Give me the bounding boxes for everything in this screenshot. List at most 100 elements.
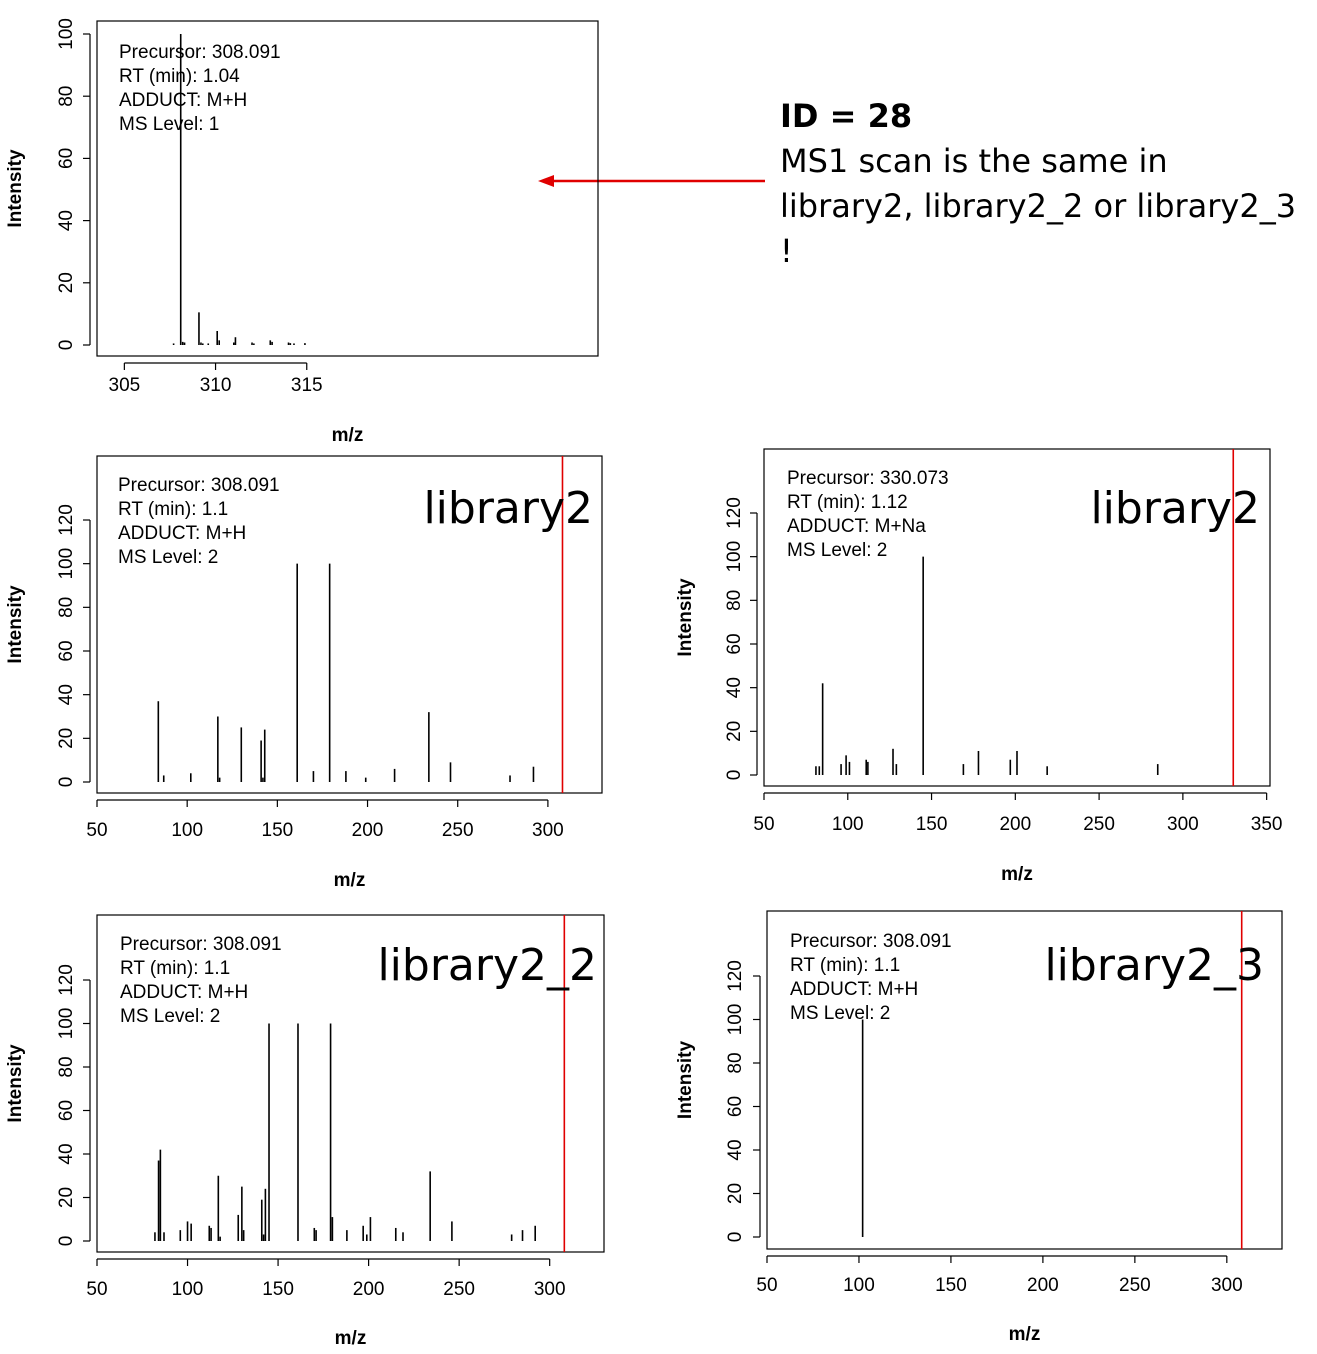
x-axis-label: m/z: [334, 870, 366, 891]
spectrum-info-line: RT (min): 1.1: [120, 958, 230, 979]
spectrum-info-line: MS Level: 1: [119, 114, 219, 135]
y-tick-label: 80: [56, 597, 77, 618]
x-tick-label: 305: [109, 375, 141, 396]
annotation-title: ID = 28: [780, 97, 913, 135]
x-tick-label: 300: [1211, 1275, 1243, 1296]
x-tick-label: 250: [1119, 1275, 1151, 1296]
spectrum-info-line: Precursor: 330.073: [787, 468, 949, 489]
y-tick-label: 80: [725, 1052, 746, 1073]
y-axis-label: Intensity: [5, 149, 26, 228]
x-axis-label: m/z: [332, 425, 364, 446]
y-tick-label: 120: [725, 960, 746, 992]
y-tick-label: 60: [724, 633, 745, 654]
x-tick-label: 300: [534, 1279, 566, 1300]
spectrum-info-line: ADDUCT: M+H: [120, 982, 248, 1003]
x-tick-label: 100: [832, 814, 864, 835]
y-tick-label: 120: [724, 497, 745, 529]
y-tick-label: 60: [56, 148, 77, 169]
plot-frame: [96, 20, 599, 357]
x-tick-label: 100: [172, 1279, 204, 1300]
spectrum-info-line: MS Level: 2: [118, 547, 218, 568]
spectrum-info-line: RT (min): 1.1: [790, 955, 900, 976]
y-tick-label: 100: [56, 18, 77, 50]
x-tick-label: 315: [291, 375, 323, 396]
x-tick-label: 50: [756, 1275, 777, 1296]
spectrum-info-line: RT (min): 1.04: [119, 66, 240, 87]
y-tick-label: 100: [56, 548, 77, 580]
x-tick-label: 50: [86, 1279, 107, 1300]
x-tick-label: 200: [353, 1279, 385, 1300]
x-tick-label: 300: [532, 820, 564, 841]
spectrum-info-line: Precursor: 308.091: [120, 934, 282, 955]
x-tick-label: 350: [1251, 814, 1283, 835]
x-tick-label: 100: [171, 820, 203, 841]
y-tick-label: 60: [56, 640, 77, 661]
spectrum-info-line: ADDUCT: M+H: [790, 979, 918, 1000]
x-tick-label: 250: [1083, 814, 1115, 835]
y-tick-label: 100: [56, 1008, 77, 1040]
x-axis-label: m/z: [1009, 1324, 1041, 1345]
spectrum-info-line: Precursor: 308.091: [118, 475, 280, 496]
y-tick-label: 20: [56, 272, 77, 293]
x-tick-label: 200: [999, 814, 1031, 835]
spectrum-info-line: RT (min): 1.1: [118, 499, 228, 520]
x-tick-label: 200: [352, 820, 384, 841]
spectrum-info-line: ADDUCT: M+H: [119, 90, 247, 111]
y-tick-label: 20: [725, 1183, 746, 1204]
x-tick-label: 50: [753, 814, 774, 835]
y-tick-label: 40: [725, 1139, 746, 1160]
plot-frame: [96, 914, 605, 1253]
y-tick-label: 60: [56, 1100, 77, 1121]
spectrum-info-line: MS Level: 2: [787, 540, 887, 561]
y-axis-label: Intensity: [5, 1044, 26, 1123]
library-label: library2: [1090, 483, 1260, 534]
library-label: library2_2: [377, 940, 597, 991]
y-tick-label: 60: [725, 1096, 746, 1117]
library-label: library2_3: [1044, 940, 1264, 991]
y-tick-label: 80: [56, 1056, 77, 1077]
plot-frame: [96, 455, 603, 794]
y-tick-label: 0: [56, 340, 77, 351]
y-tick-label: 40: [56, 210, 77, 231]
y-tick-label: 20: [724, 721, 745, 742]
x-axis-label: m/z: [1001, 864, 1033, 885]
spectrum-info-line: RT (min): 1.12: [787, 492, 908, 513]
plot-frame: [766, 910, 1283, 1250]
x-tick-label: 250: [442, 820, 474, 841]
x-axis-label: m/z: [335, 1328, 367, 1349]
spectrum-info-line: Precursor: 308.091: [119, 42, 281, 63]
y-axis-label: Intensity: [675, 1041, 696, 1120]
x-tick-label: 100: [843, 1275, 875, 1296]
y-tick-label: 0: [725, 1232, 746, 1243]
x-tick-label: 150: [262, 820, 294, 841]
spectrum-info-line: ADDUCT: M+H: [118, 523, 246, 544]
x-tick-label: 250: [443, 1279, 475, 1300]
y-tick-label: 20: [56, 728, 77, 749]
x-tick-label: 50: [86, 820, 107, 841]
spectrum-info-line: MS Level: 2: [120, 1006, 220, 1027]
x-tick-label: 150: [935, 1275, 967, 1296]
y-tick-label: 40: [724, 677, 745, 698]
y-tick-label: 0: [56, 1236, 77, 1247]
library-label: library2: [423, 483, 593, 534]
y-tick-label: 120: [56, 964, 77, 996]
annotation-body: MS1 scan is the same in library2, librar…: [780, 142, 1297, 270]
y-axis-label: Intensity: [5, 585, 26, 664]
y-tick-label: 100: [725, 1004, 746, 1036]
spectrum-info-line: ADDUCT: M+Na: [787, 516, 926, 537]
y-tick-label: 80: [724, 590, 745, 611]
x-tick-label: 300: [1167, 814, 1199, 835]
y-tick-label: 120: [56, 504, 77, 536]
spectrum-info-line: MS Level: 2: [790, 1003, 890, 1024]
x-tick-label: 150: [262, 1279, 294, 1300]
y-tick-label: 40: [56, 1143, 77, 1164]
x-tick-label: 310: [200, 375, 232, 396]
x-tick-label: 200: [1027, 1275, 1059, 1296]
y-tick-label: 0: [724, 770, 745, 781]
y-tick-label: 40: [56, 684, 77, 705]
